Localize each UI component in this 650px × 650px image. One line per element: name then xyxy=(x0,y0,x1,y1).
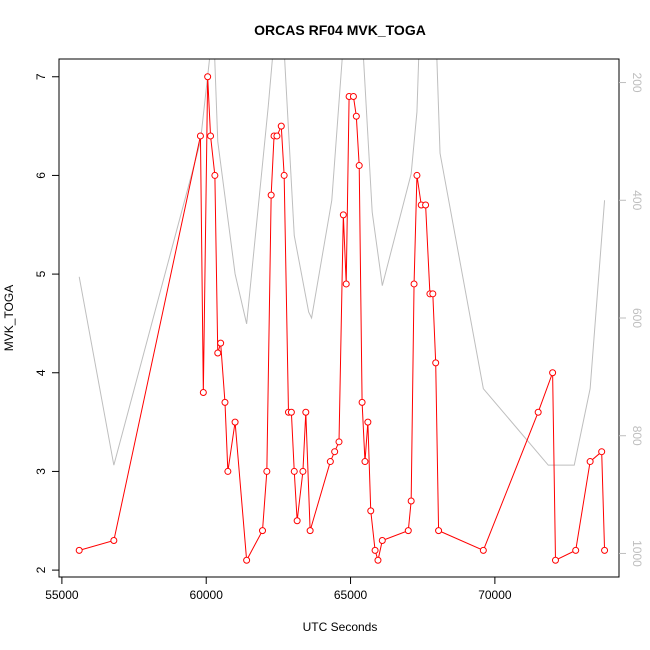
data-point xyxy=(413,171,421,179)
y2-tick-label: 400 xyxy=(630,190,644,210)
y-tick-label: 4 xyxy=(34,369,48,376)
data-point xyxy=(342,280,350,288)
primary-series-line xyxy=(79,76,606,562)
plot-area: 55000 60000 65000 70000 2 3 4 5 6 7 200 400 600 800 10… xyxy=(34,58,644,602)
data-point xyxy=(358,398,366,406)
data-point xyxy=(339,211,347,219)
y2-tick-label: 1000 xyxy=(630,540,644,567)
data-point xyxy=(196,132,204,140)
data-point xyxy=(378,536,386,544)
data-point xyxy=(601,546,609,554)
data-point xyxy=(534,408,542,416)
data-point xyxy=(110,536,118,544)
y2-tick-label: 200 xyxy=(630,73,644,93)
data-point xyxy=(259,527,267,535)
data-point xyxy=(367,507,375,515)
data-point xyxy=(361,458,369,466)
y-tick-label: 6 xyxy=(34,172,48,179)
data-point xyxy=(75,546,83,554)
data-point xyxy=(280,171,288,179)
data-point xyxy=(429,290,437,298)
data-point xyxy=(352,112,360,120)
y-tick-label: 2 xyxy=(34,566,48,573)
data-point xyxy=(479,546,487,554)
secondary-series-line xyxy=(78,59,606,466)
data-point xyxy=(404,527,412,535)
data-point xyxy=(293,517,301,525)
y-axis-label: MVK_TOGA xyxy=(2,285,16,351)
data-point xyxy=(331,448,339,456)
data-point xyxy=(306,527,314,535)
x-tick-label: 60000 xyxy=(190,588,224,602)
x-tick-label: 70000 xyxy=(478,588,512,602)
data-point xyxy=(224,467,232,475)
data-point xyxy=(231,418,239,426)
data-point xyxy=(586,458,594,466)
data-point xyxy=(263,467,271,475)
chart-title: ORCAS RF04 MVK_TOGA xyxy=(254,22,426,38)
data-point xyxy=(335,438,343,446)
data-point xyxy=(290,467,298,475)
plot-frame xyxy=(58,58,620,578)
data-point xyxy=(221,398,229,406)
y-tick-label: 7 xyxy=(34,73,48,80)
data-point xyxy=(410,280,418,288)
data-point xyxy=(371,546,379,554)
data-point xyxy=(598,448,606,456)
y2-tick-label: 800 xyxy=(630,426,644,446)
data-point xyxy=(364,418,372,426)
data-point xyxy=(204,73,212,81)
y-tick-label: 5 xyxy=(34,270,48,277)
data-point xyxy=(214,349,222,357)
data-point xyxy=(422,201,430,209)
data-point xyxy=(326,458,334,466)
data-point xyxy=(355,162,363,170)
data-point xyxy=(207,132,215,140)
data-point xyxy=(287,408,295,416)
data-point xyxy=(349,92,357,100)
data-point xyxy=(267,191,275,199)
data-point xyxy=(435,527,443,535)
data-point xyxy=(299,467,307,475)
y2-tick-label: 600 xyxy=(630,308,644,328)
data-point xyxy=(572,546,580,554)
data-point xyxy=(211,171,219,179)
data-point xyxy=(432,359,440,367)
data-point xyxy=(199,388,207,396)
data-point xyxy=(273,132,281,140)
data-point xyxy=(217,339,225,347)
data-point xyxy=(374,556,382,564)
x-axis-label: UTC Seconds xyxy=(303,620,378,634)
data-point xyxy=(407,497,415,505)
data-point xyxy=(243,556,251,564)
x-tick-label: 65000 xyxy=(334,588,368,602)
y-tick-label: 3 xyxy=(34,468,48,475)
data-point xyxy=(549,369,557,377)
data-point xyxy=(302,408,310,416)
data-point xyxy=(277,122,285,130)
x-tick-label: 55000 xyxy=(45,588,79,602)
data-point xyxy=(551,556,559,564)
